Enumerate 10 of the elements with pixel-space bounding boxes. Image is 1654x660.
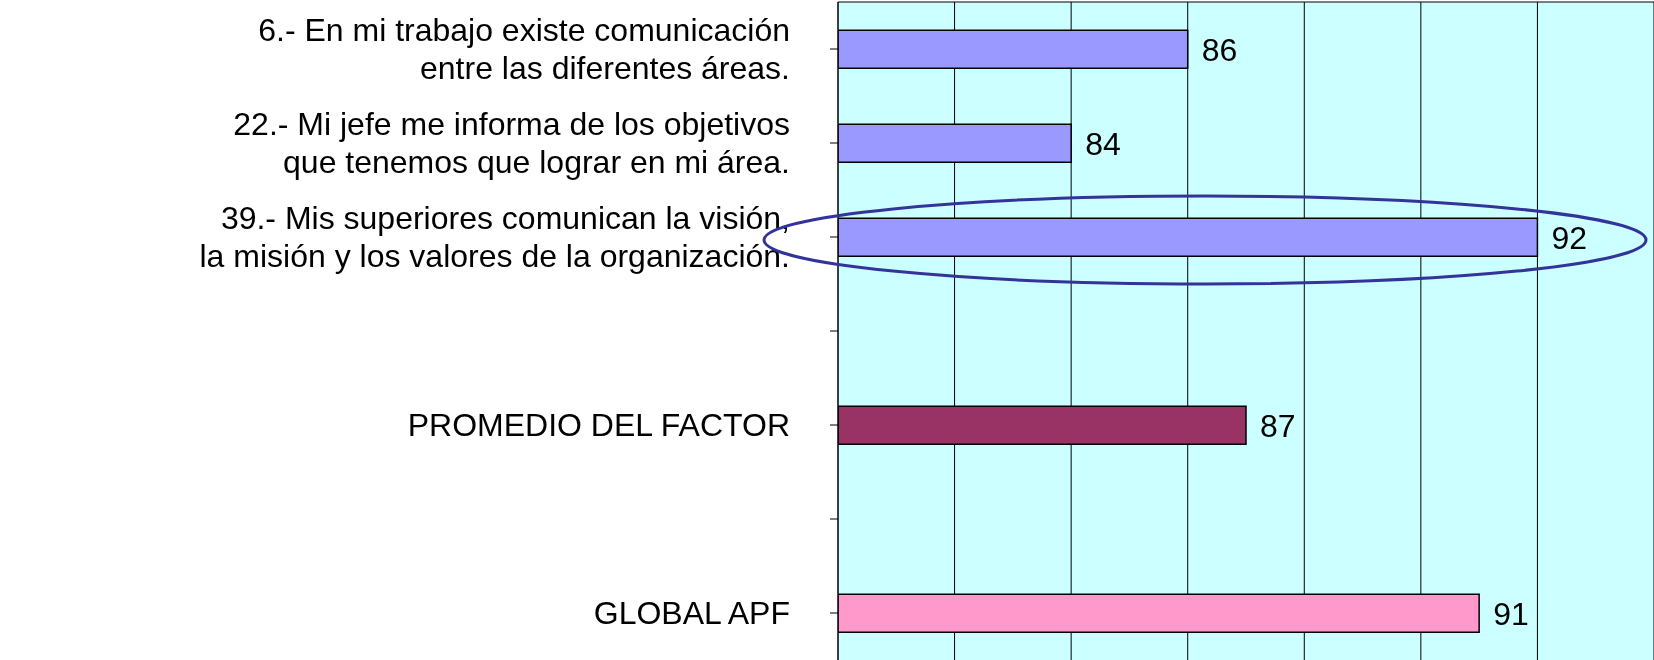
y-tick-label: 22.- Mi jefe me informa de los objetivos que tenemos que lograr en mi área. (233, 106, 790, 180)
data-label: 84 (1085, 125, 1121, 162)
data-label: 92 (1551, 219, 1588, 256)
data-label: 87 (1260, 407, 1296, 444)
y-tick-label: PROMEDIO DEL FACTOR (407, 407, 790, 443)
y-tick-label: 39.- Mis superiores comunican la visión, la misión y los valores de la organización. (199, 200, 790, 274)
y-tick-label: GLOBAL APF (593, 595, 790, 631)
data-label: 86 (1201, 31, 1238, 68)
y-tick-label: 6.- En mi trabajo existe comunicación entre las diferentes áreas. (258, 12, 790, 86)
data-label: 91 (1493, 595, 1529, 632)
